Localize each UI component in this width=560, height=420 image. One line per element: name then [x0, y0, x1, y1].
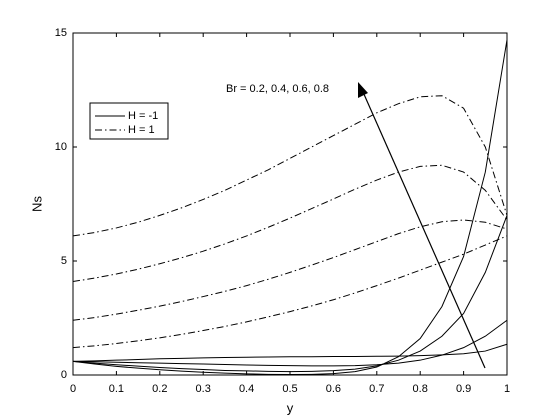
- x-tick-label: 0.2: [152, 383, 167, 395]
- series-line: [72, 164, 508, 283]
- legend-label: H = 1: [128, 124, 155, 136]
- y-axis-label: Ns: [29, 196, 44, 212]
- series-line: [72, 235, 508, 349]
- x-tick-label: 0.5: [282, 383, 297, 395]
- series-line: [72, 39, 508, 376]
- x-axis-label: y: [287, 400, 294, 415]
- x-tick-label: 0.3: [196, 383, 211, 395]
- x-tick-label: 0.1: [109, 383, 124, 395]
- y-tick-label: 5: [61, 255, 67, 267]
- x-tick-label: 0.8: [413, 383, 428, 395]
- x-tick-label: 0.7: [369, 383, 384, 395]
- x-tick-label: 0.6: [326, 383, 341, 395]
- legend-label: H = -1: [128, 110, 158, 122]
- legend-box: [89, 102, 169, 140]
- arrow-head: [358, 82, 368, 98]
- arrow-line: [362, 91, 486, 369]
- y-tick-label: 15: [55, 27, 67, 39]
- y-tick-label: 0: [61, 369, 67, 381]
- series-line: [72, 343, 508, 362]
- x-tick-label: 1: [504, 383, 510, 395]
- y-tick-label: 10: [55, 141, 67, 153]
- x-tick-label: 0.4: [239, 383, 254, 395]
- series-line: [72, 319, 508, 367]
- series-line: [72, 95, 508, 237]
- x-tick-label: 0: [70, 383, 76, 395]
- annotation: Br = 0.2, 0.4, 0.6, 0.8: [226, 83, 329, 95]
- x-tick-label: 0.9: [456, 383, 471, 395]
- series-line: [72, 215, 508, 373]
- series-line: [72, 219, 508, 321]
